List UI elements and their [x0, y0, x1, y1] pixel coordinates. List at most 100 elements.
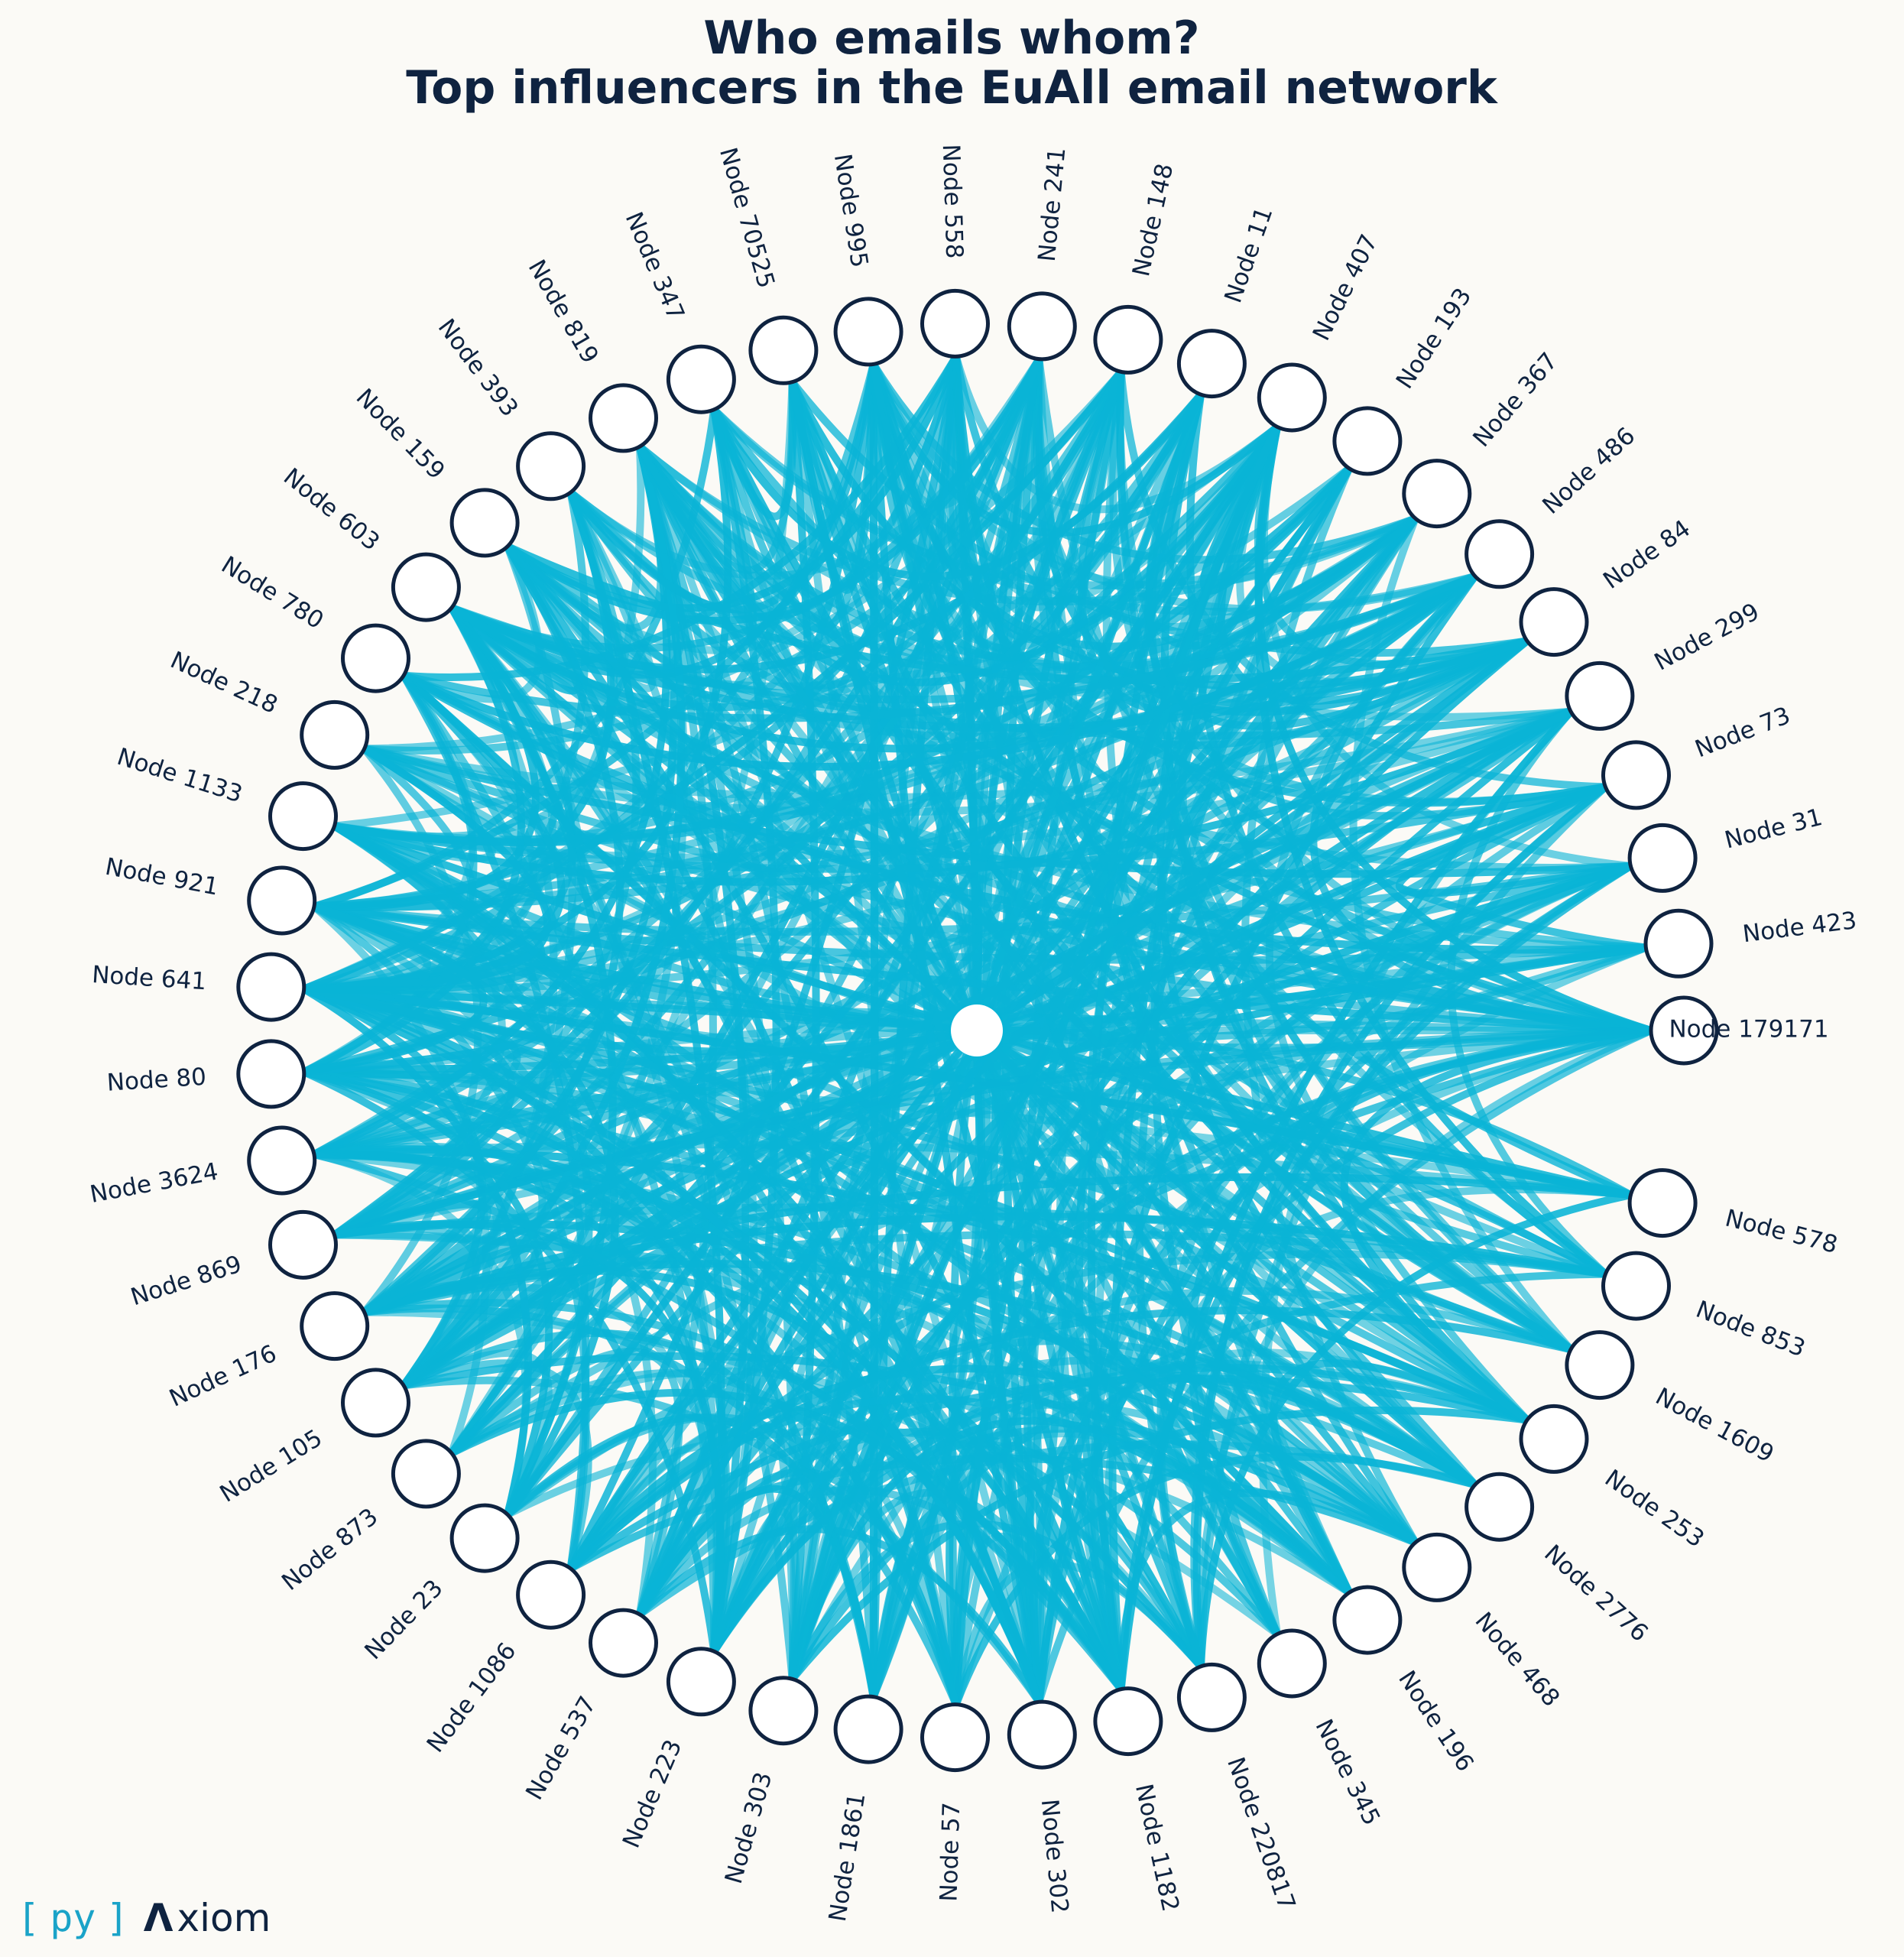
node-circle-23 [268, 781, 338, 852]
svg-text:[ py ] Λ: [ py ] Λ xiom [17, 1896, 271, 1940]
logo-bracket-close: ] [106, 1896, 129, 1940]
chart-title-line1: Who emails whom? [703, 11, 1199, 65]
edge-540 [330, 1219, 1419, 1546]
node-circle-44 [1402, 1532, 1472, 1602]
node-circle-47 [1565, 1330, 1635, 1400]
edge-399 [360, 745, 1635, 878]
edge-442 [300, 985, 1575, 1354]
edge-445 [504, 355, 1043, 625]
logo-text: xiom [177, 1896, 271, 1940]
node-circle-3 [1601, 740, 1671, 810]
logo-py: py [50, 1896, 96, 1940]
edge-471 [710, 391, 1205, 581]
node-circle-35 [666, 1647, 736, 1717]
edge-501 [310, 352, 960, 1159]
edge-533 [300, 604, 585, 1076]
edge-526 [504, 542, 1419, 1546]
edge-542 [566, 1394, 1354, 1597]
edge-525 [952, 352, 1282, 514]
edge-554 [330, 822, 1043, 1706]
node-circle-4 [1565, 660, 1635, 731]
node-circle-8 [1332, 406, 1403, 476]
node-circle-14 [833, 297, 903, 367]
node-circle-24 [247, 865, 317, 936]
edge-530 [310, 902, 1125, 1693]
edge-279 [1260, 423, 1635, 870]
node-circle-13 [920, 288, 990, 359]
edge-511 [447, 604, 1610, 1278]
edge-506 [310, 1150, 725, 1656]
node-circle-45 [1464, 1472, 1535, 1542]
edge-543 [636, 443, 1531, 1424]
node-circle-12 [1007, 291, 1077, 362]
edge-550 [300, 783, 1610, 995]
node-circle-26 [236, 1039, 307, 1109]
node-circle-42 [1257, 1628, 1327, 1699]
node-circle-15 [748, 315, 819, 385]
node-circle-27 [247, 1125, 317, 1196]
node-circle-29 [300, 1291, 370, 1361]
edge-539 [1116, 368, 1655, 1034]
node-circle-39 [1007, 1699, 1077, 1770]
edge-407 [946, 1439, 1125, 1709]
edge-496 [1035, 355, 1354, 1597]
node-circle-0 [1649, 995, 1719, 1066]
node-circle-22 [300, 699, 370, 770]
edge-548 [710, 391, 1205, 1656]
node-circle-43 [1332, 1585, 1403, 1655]
node-circle-16 [666, 344, 736, 414]
edge-443 [300, 1068, 960, 1709]
node-label-38: Node 57 [935, 1802, 965, 1902]
node-circle-7 [1402, 459, 1472, 529]
node-label-13: Node 558 [937, 144, 968, 259]
node-circle-40 [1093, 1686, 1163, 1757]
node-circle-25 [236, 952, 307, 1022]
edge-layer [300, 352, 1655, 1709]
edge-547 [300, 514, 1419, 993]
node-circle-10 [1176, 329, 1247, 399]
edge-551 [447, 360, 877, 679]
node-circle-6 [1464, 519, 1535, 589]
edge-556 [447, 1388, 1125, 1693]
edge-492 [330, 822, 593, 1519]
node-circle-18 [516, 431, 586, 501]
node-circle-46 [1519, 1404, 1589, 1474]
node-circle-17 [589, 383, 658, 453]
node-circle-30 [341, 1368, 410, 1438]
edge-484 [300, 671, 537, 993]
chart-title-line2: Top influencers in the EuAll email netwo… [406, 61, 1499, 115]
edge-508 [330, 1027, 1655, 1239]
node-circle-36 [748, 1676, 819, 1746]
node-circle-5 [1519, 587, 1589, 657]
edge-534 [360, 1244, 540, 1390]
edge-416 [400, 862, 1635, 1390]
edge-516 [360, 745, 482, 1316]
edge-512 [788, 514, 1419, 1683]
edge-460 [400, 443, 686, 1390]
hub-node [951, 1004, 1003, 1056]
edge-544 [710, 1508, 800, 1683]
edge-545 [1056, 423, 1282, 1693]
edge-488 [360, 368, 1125, 1316]
node-circle-11 [1093, 304, 1163, 375]
node-circle-1 [1643, 908, 1714, 978]
node-circle-2 [1627, 823, 1698, 893]
edge-549 [1241, 464, 1419, 1546]
edge-523 [566, 488, 758, 1656]
edge-449 [1197, 1191, 1635, 1670]
node-circle-19 [449, 488, 520, 558]
node-label-0: Node 179171 [1669, 1016, 1828, 1043]
node-layer [236, 288, 1719, 1773]
edge-519 [869, 360, 1282, 662]
edge-513 [330, 783, 1610, 873]
node-circle-49 [1627, 1168, 1698, 1238]
edge-466 [400, 862, 1635, 1390]
node-circle-28 [268, 1209, 338, 1280]
node-circle-48 [1601, 1251, 1671, 1321]
edge-536 [447, 1369, 960, 1709]
edge-507 [788, 355, 1043, 1683]
edge-455 [1117, 1489, 1419, 1693]
node-circle-31 [391, 1439, 461, 1509]
node-circle-20 [391, 552, 461, 622]
